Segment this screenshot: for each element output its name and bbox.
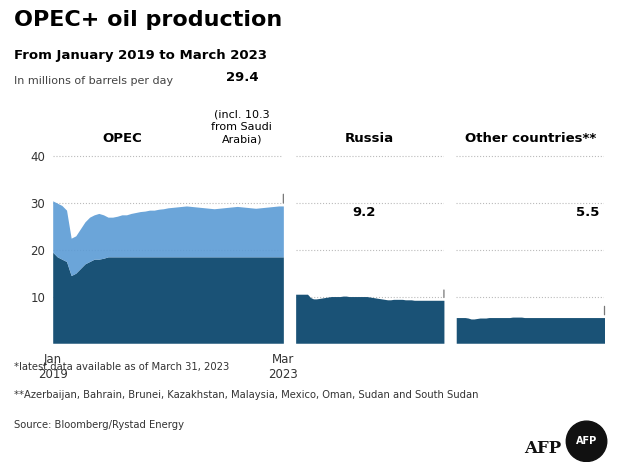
Text: *latest data available as of March 31, 2023: *latest data available as of March 31, 2… [14,362,229,372]
Text: Russia: Russia [345,132,394,145]
Text: OPEC: OPEC [102,132,142,145]
Text: Source: Bloomberg/Rystad Energy: Source: Bloomberg/Rystad Energy [14,420,184,430]
Text: 29.4: 29.4 [226,71,258,84]
Text: In millions of barrels per day: In millions of barrels per day [14,76,173,85]
Text: AFP: AFP [576,436,597,446]
Text: AFP: AFP [524,440,561,457]
Text: 9.2: 9.2 [352,206,375,219]
Circle shape [566,421,607,461]
Text: Other countries**: Other countries** [465,132,596,145]
Text: 5.5: 5.5 [576,206,600,219]
Text: (incl. 10.3
from Saudi
Arabia): (incl. 10.3 from Saudi Arabia) [211,109,272,145]
Text: **Azerbaijan, Bahrain, Brunei, Kazakhstan, Malaysia, Mexico, Oman, Sudan and Sou: **Azerbaijan, Bahrain, Brunei, Kazakhsta… [14,390,478,400]
Text: From January 2019 to March 2023: From January 2019 to March 2023 [14,49,267,62]
Text: OPEC+ oil production: OPEC+ oil production [14,10,282,30]
